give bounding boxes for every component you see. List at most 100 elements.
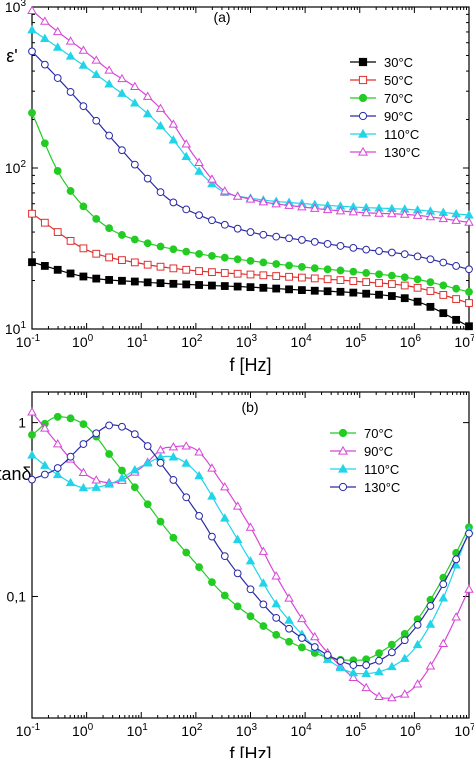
data-point (272, 284, 281, 293)
data-point (400, 294, 409, 303)
data-point (78, 45, 89, 54)
data-point (105, 276, 114, 284)
data-point (439, 281, 448, 290)
data-point (27, 25, 37, 34)
data-point (284, 615, 294, 624)
data-point (362, 245, 371, 254)
x-tick-label: 106 (400, 333, 422, 350)
data-point (336, 266, 345, 275)
data-point (362, 269, 371, 277)
data-point (118, 422, 126, 431)
data-point (425, 211, 436, 221)
data-point (272, 232, 281, 241)
data-point (117, 73, 127, 83)
x-tick-label: 100 (72, 722, 94, 739)
data-point (259, 230, 268, 239)
data-point (298, 273, 306, 282)
data-point (66, 269, 75, 278)
data-point (400, 636, 409, 645)
data-point (259, 283, 268, 292)
data-point (271, 599, 281, 608)
data-point (465, 265, 473, 274)
y-tick-label: 101 (5, 320, 27, 337)
data-point (207, 174, 217, 183)
data-point (28, 108, 36, 117)
data-point (66, 88, 75, 96)
data-point (336, 657, 345, 665)
data-point (362, 289, 371, 298)
data-point (297, 202, 307, 211)
data-point (156, 262, 165, 271)
data-point (452, 262, 461, 270)
data-point (298, 236, 306, 244)
data-point (130, 465, 140, 474)
data-point (259, 622, 268, 630)
x-tick-label: 104 (291, 722, 313, 739)
data-point (27, 407, 37, 416)
data-point (53, 464, 62, 472)
data-point (130, 98, 140, 107)
data-point (438, 593, 449, 602)
data-point (195, 211, 203, 220)
data-point (168, 135, 179, 144)
x-tick-label: 103 (236, 722, 258, 739)
x-tick-label: 103 (236, 333, 258, 350)
data-point (143, 260, 152, 269)
data-point (439, 291, 448, 299)
data-point (285, 261, 293, 270)
data-point (246, 283, 255, 292)
data-point (400, 629, 409, 638)
data-point (53, 228, 62, 236)
data-point (375, 247, 383, 255)
data-point (387, 648, 396, 657)
legend-marker (337, 463, 349, 473)
data-point (130, 277, 139, 286)
data-point (78, 467, 89, 476)
data-point (438, 213, 449, 223)
x-tick-label: 102 (181, 722, 203, 739)
data-point (310, 264, 319, 273)
data-point (181, 441, 192, 450)
plot-frame (31, 391, 470, 719)
legend-marker (337, 445, 349, 455)
data-point (130, 160, 139, 169)
data-point (232, 191, 243, 200)
data-point (375, 656, 383, 665)
data-point (181, 139, 192, 148)
data-point (105, 421, 114, 430)
data-point (91, 69, 102, 79)
legend-marker (358, 111, 368, 121)
data-point (412, 639, 423, 649)
data-point (182, 247, 191, 256)
data-point (284, 200, 294, 209)
data-point (169, 245, 178, 254)
data-point (387, 208, 397, 218)
data-point (66, 414, 75, 423)
data-point (52, 469, 63, 479)
data-point (413, 620, 422, 629)
legend: 30°C 50°C 70°C 90°C 110°C 130°C (350, 55, 420, 160)
data-point (375, 279, 383, 287)
data-point (426, 302, 435, 311)
data-point (104, 479, 114, 488)
data-point (168, 452, 179, 461)
series-110-c (27, 450, 474, 677)
data-point (413, 297, 422, 306)
x-tick-label: 104 (291, 333, 313, 350)
x-tick-label: 107 (454, 333, 474, 350)
data-point (130, 235, 139, 244)
data-point (374, 208, 384, 217)
data-point (298, 634, 306, 642)
data-point (374, 691, 384, 700)
data-point (65, 36, 76, 45)
data-point (298, 286, 306, 294)
data-point (374, 666, 384, 676)
data-point (413, 252, 422, 261)
data-point (271, 199, 281, 208)
data-point (169, 264, 178, 273)
y-tick-label: 0,1 (7, 588, 27, 604)
data-point (438, 638, 449, 647)
data-point (195, 250, 203, 258)
data-point (143, 239, 152, 248)
data-point (169, 279, 178, 288)
